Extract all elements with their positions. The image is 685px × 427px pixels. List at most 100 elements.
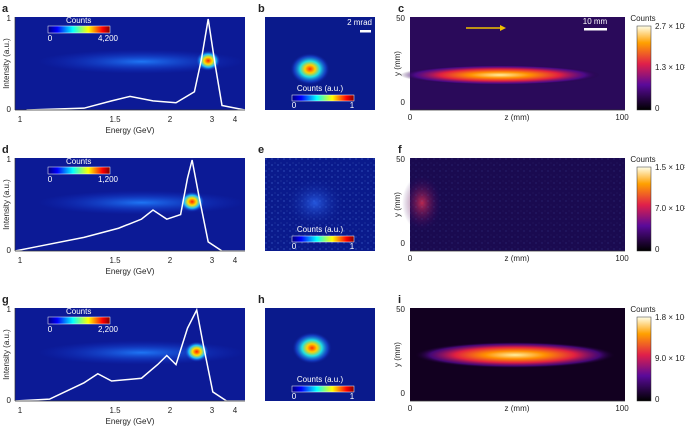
colorbar-tick: 0 — [48, 325, 53, 334]
x-tick-label: 3 — [210, 115, 215, 124]
x-tick-label: 4 — [233, 115, 238, 124]
x-axis-label: Energy (GeV) — [106, 417, 155, 426]
colorbar — [636, 25, 652, 111]
colorbar-tick: 0 — [292, 392, 297, 401]
x-axis-label: z (mm) — [505, 404, 530, 413]
y-axis-label: Intensity (a.u.) — [2, 329, 11, 380]
y-tick-label: 1 — [7, 305, 12, 314]
colorbar — [47, 166, 111, 175]
colorbar-tick: 1.5 × 10³ — [655, 163, 685, 172]
colorbar-tick: 0 — [48, 34, 53, 43]
y-axis-label: y (mm) — [393, 192, 402, 217]
scalebar — [360, 30, 371, 33]
y-axis-label: y (mm) — [393, 342, 402, 367]
y-tick-label: 0 — [7, 396, 12, 405]
x-tick-label: 100 — [615, 254, 629, 263]
panel-label: d — [2, 144, 9, 156]
x-tick-label: 3 — [210, 256, 215, 265]
scalebar-label: 2 mrad — [347, 18, 372, 27]
colorbar-tick: 2,200 — [98, 325, 119, 334]
colorbar-tick: 0 — [292, 101, 297, 110]
x-tick-label: 4 — [233, 406, 238, 415]
x-tick-label: 1 — [18, 115, 23, 124]
x-tick-label: 2 — [168, 406, 173, 415]
x-tick-label: 1.5 — [109, 115, 121, 124]
colorbar-tick: 1,200 — [98, 175, 119, 184]
x-tick-label: 1.5 — [109, 256, 121, 265]
x-tick-label: 1 — [18, 256, 23, 265]
colorbar-tick: 0 — [655, 395, 660, 404]
spectrum-curve — [14, 307, 245, 402]
haze — [38, 190, 245, 215]
colorbar — [291, 235, 355, 243]
x-axis-label: Energy (GeV) — [106, 126, 155, 135]
beam — [400, 65, 600, 85]
y-tick-label: 0 — [401, 389, 406, 398]
y-tick-label: 0 — [401, 98, 406, 107]
colorbar-tick: 1.3 × 10³ — [655, 63, 685, 72]
colorbar-title: Counts — [66, 307, 91, 316]
panel-label: b — [258, 3, 265, 15]
x-tick-label: 100 — [615, 404, 629, 413]
panel-label: a — [2, 3, 9, 15]
y-tick-label: 50 — [396, 14, 405, 23]
colorbar-tick: 2.7 × 10³ — [655, 22, 685, 31]
y-tick-label: 0 — [7, 246, 12, 255]
colorbar — [47, 316, 111, 325]
colorbar-title: Counts — [66, 16, 91, 25]
scalebar — [584, 28, 607, 31]
colorbar-tick: 0 — [292, 242, 297, 251]
y-axis-label: Intensity (a.u.) — [2, 38, 11, 89]
arrow-head — [500, 25, 506, 31]
panel-label: h — [258, 294, 265, 306]
panel-label: i — [398, 294, 401, 306]
x-tick-label: 0 — [408, 254, 413, 263]
panel-label: g — [2, 294, 9, 306]
spot — [285, 178, 345, 228]
colorbar — [47, 25, 111, 34]
colorbar — [291, 385, 355, 393]
x-tick-label: 0 — [408, 113, 413, 122]
noise — [410, 158, 625, 251]
panel-label: f — [398, 144, 402, 156]
x-tick-label: 1 — [18, 406, 23, 415]
spectrum-curve — [14, 159, 245, 252]
y-axis-label: Intensity (a.u.) — [2, 179, 11, 230]
spot — [290, 53, 330, 85]
colorbar-tick: 1 — [350, 101, 355, 110]
colorbar-tick: 7.0 × 10² — [655, 204, 685, 213]
colorbar-title: Counts (a.u.) — [297, 375, 344, 384]
colorbar-title: Counts (a.u.) — [297, 84, 344, 93]
x-axis-label: z (mm) — [505, 113, 530, 122]
y-tick-label: 1 — [7, 155, 12, 164]
colorbar-title: Counts — [66, 157, 91, 166]
colorbar-title: Counts (a.u.) — [297, 225, 344, 234]
x-tick-label: 0 — [408, 404, 413, 413]
colorbar-title: Counts — [630, 155, 655, 164]
y-tick-label: 50 — [396, 155, 405, 164]
y-tick-label: 0 — [7, 105, 12, 114]
colorbar-tick: 1 — [350, 392, 355, 401]
y-tick-label: 50 — [396, 305, 405, 314]
y-tick-label: 0 — [401, 239, 406, 248]
y-axis-label: y (mm) — [393, 51, 402, 76]
colorbar-title: Counts — [630, 14, 655, 23]
x-tick-label: 1.5 — [109, 406, 121, 415]
colorbar — [636, 166, 652, 252]
profile-image — [410, 17, 625, 110]
spectrum-curve — [26, 18, 246, 111]
x-tick-label: 2 — [168, 256, 173, 265]
colorbar-tick: 1 — [350, 242, 355, 251]
panel-label: e — [258, 144, 264, 156]
x-axis-label: Energy (GeV) — [106, 267, 155, 276]
x-axis-label: z (mm) — [505, 254, 530, 263]
beam — [415, 342, 615, 368]
colorbar-tick: 0 — [48, 175, 53, 184]
colorbar-title: Counts — [630, 305, 655, 314]
x-tick-label: 4 — [233, 256, 238, 265]
x-tick-label: 2 — [168, 115, 173, 124]
x-tick-label: 100 — [615, 113, 629, 122]
colorbar-tick: 9.0 × 10³ — [655, 354, 685, 363]
x-tick-label: 3 — [210, 406, 215, 415]
spot — [292, 332, 332, 364]
